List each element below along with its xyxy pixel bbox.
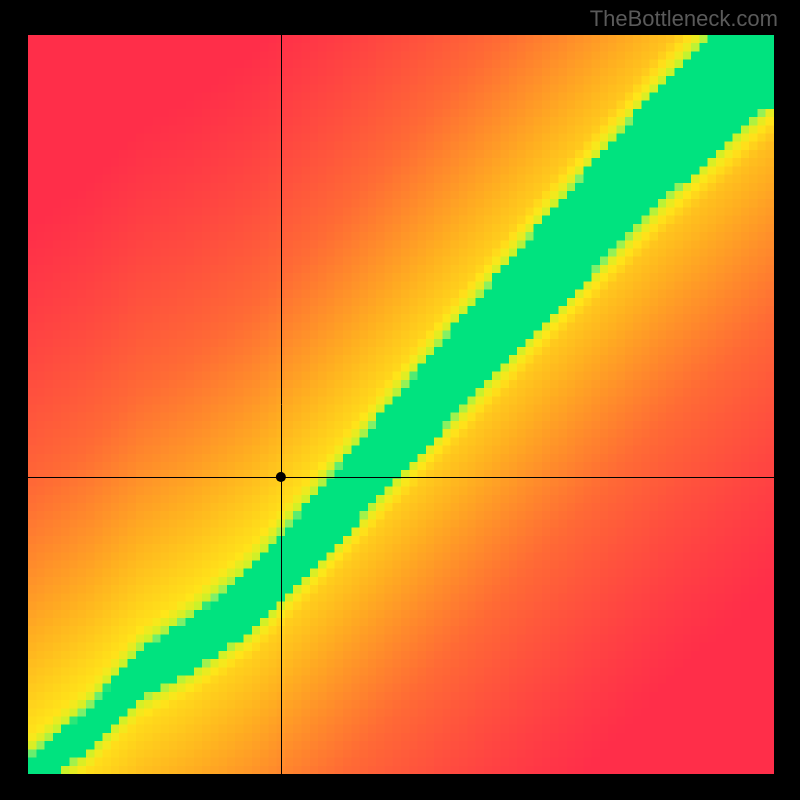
watermark-text: TheBottleneck.com <box>590 6 778 32</box>
crosshair-overlay <box>0 0 800 800</box>
chart-container: TheBottleneck.com <box>0 0 800 800</box>
